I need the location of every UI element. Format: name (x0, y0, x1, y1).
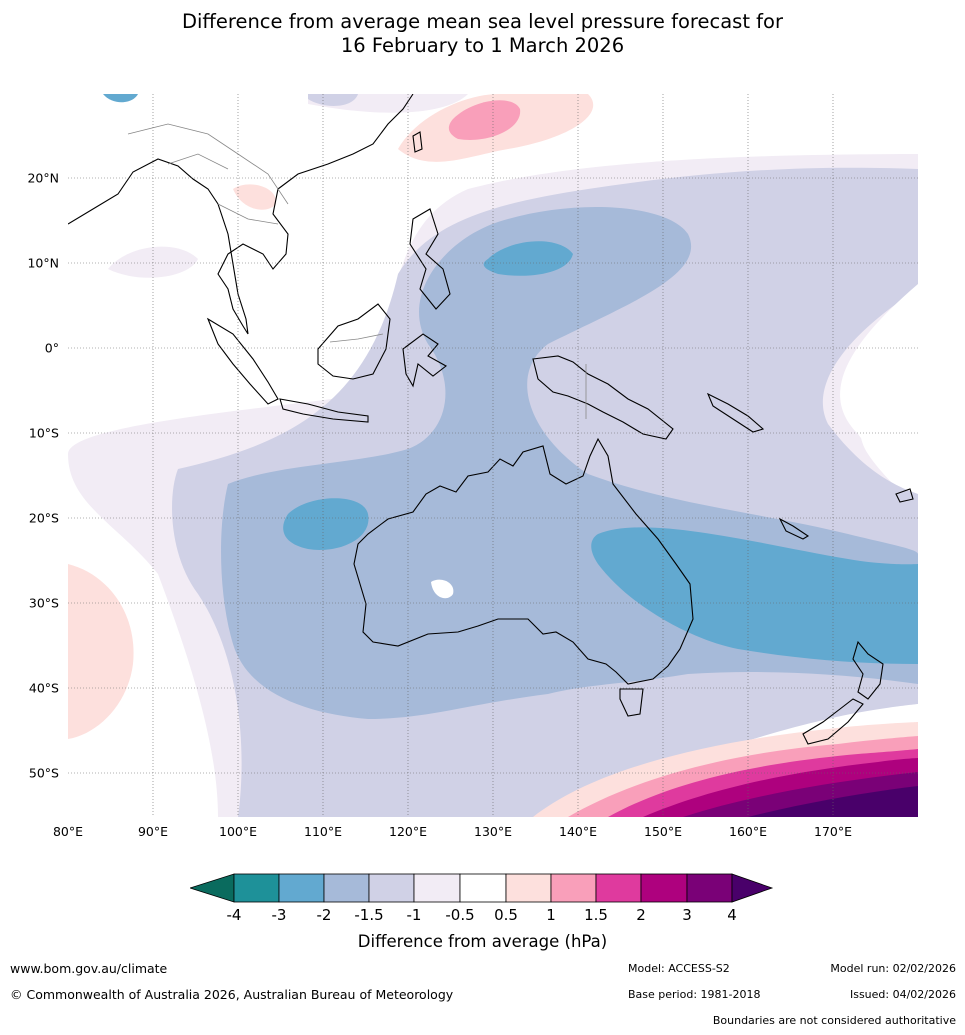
lat-label-40s: 40°S (28, 680, 59, 696)
colorbar-bin-neutral (459, 873, 507, 903)
lon-label-80e: 80°E (52, 824, 84, 839)
colorbar-extend-low (190, 873, 235, 903)
lat-label-10n: 10°N (27, 255, 59, 271)
colorbar-tick: 4 (727, 906, 737, 924)
coastline-tasmania (619, 688, 644, 717)
colorbar-tick: -1.5 (354, 906, 384, 924)
lon-label-150e: 150°E (643, 824, 683, 839)
colorbar-tick: 1.5 (584, 906, 608, 924)
colorbar-bin-neg1-5-neg1 (368, 873, 415, 903)
footer-model: Model: ACCESS-S2 (628, 962, 730, 975)
colorbar-tick: -1 (406, 906, 422, 924)
colorbar-tick: -4 (226, 906, 242, 924)
lat-label-20s: 20°S (28, 510, 59, 526)
colorbar-tick: -2 (316, 906, 332, 924)
coastline-new-guinea (532, 355, 674, 440)
coastline-solomons (706, 392, 765, 433)
neutral-patch-east (840, 284, 918, 474)
boundary-borneo (329, 333, 384, 343)
lon-label-170e: 170°E (813, 824, 853, 839)
colorbar-tick: -0.5 (445, 906, 475, 924)
footer-base-period: Base period: 1981-2018 (628, 988, 761, 1001)
coastline-java (279, 398, 369, 423)
lon-label-100e: 100°E (218, 824, 258, 839)
footer-disclaimer: Boundaries are not considered authoritat… (712, 1014, 956, 1027)
coastline-philippines (409, 208, 451, 310)
lon-label-120e: 120°E (388, 824, 428, 839)
colorbar-bin-1-1-5 (550, 873, 597, 903)
footer-issued: Issued: 04/02/2026 (849, 988, 956, 1001)
lat-label-10s: 10°S (28, 425, 59, 441)
colorbar-bin-1-5-2 (595, 873, 642, 903)
anomaly-band-plus-4 (748, 786, 918, 817)
colorbar-tick: -3 (271, 906, 287, 924)
colorbar-bin-3-4 (686, 873, 733, 903)
lat-label-50s: 50°S (28, 765, 59, 781)
colorbar-label: Difference from average (hPa) (357, 932, 608, 951)
colorbar-tick: 3 (682, 906, 692, 924)
colorbar-bin-2-3 (640, 873, 688, 903)
lon-label-110e: 110°E (303, 824, 343, 839)
title-line-2: 16 February to 1 March 2026 (340, 34, 625, 57)
coastline-new-zealand-south (802, 698, 864, 745)
colorbar-tick: 2 (636, 906, 646, 924)
footer-copyright: © Commonwealth of Australia 2026, Austra… (10, 987, 454, 1002)
coastline-new-zealand-north (852, 640, 884, 700)
lat-label-30s: 30°S (28, 595, 59, 611)
lon-label-90e: 90°E (137, 824, 169, 839)
colorbar (190, 873, 774, 903)
lon-label-160e: 160°E (728, 824, 768, 839)
coastline-sumatra (206, 317, 279, 405)
colorbar-extend-high (731, 873, 774, 903)
coastline-sulawesi (402, 333, 447, 388)
coastline-new-caledonia (778, 517, 810, 540)
lat-label-0: 0° (44, 340, 59, 356)
neutral-patch-interior (431, 579, 454, 599)
political-boundaries (127, 123, 587, 419)
coastlines (68, 94, 914, 745)
coastline-asia-mainland (68, 94, 414, 335)
colorbar-bin-0-5-1 (505, 873, 552, 903)
coastline-borneo (317, 303, 391, 380)
lon-label-140e: 140°E (558, 824, 598, 839)
anomaly-band-minus-3 (103, 94, 918, 664)
coastline-fiji (895, 488, 914, 503)
lon-label-130e: 130°E (473, 824, 513, 839)
colorbar-tick: 1 (546, 906, 556, 924)
colorbar-bin-neg3-neg2 (278, 873, 325, 903)
coastline-taiwan (412, 131, 423, 153)
colorbar-bin-neg4-neg3 (233, 873, 280, 903)
colorbar-bin-neg2-neg1-5 (323, 873, 370, 903)
title-line-1: Difference from average mean sea level p… (182, 10, 783, 33)
boundary-asia-interior (127, 123, 289, 225)
colorbar-tick: 0.5 (494, 906, 518, 924)
colorbar-bin-neg1-neg0-5 (413, 873, 461, 903)
coastline-australia (353, 437, 694, 685)
footer-model-run: Model run: 02/02/2026 (830, 962, 956, 975)
graticule (68, 94, 918, 817)
footer-url[interactable]: www.bom.gov.au/climate (10, 961, 168, 976)
map-title: Difference from average mean sea level p… (0, 10, 965, 58)
pressure-anomaly-map (68, 94, 918, 817)
lat-label-20n: 20°N (27, 170, 59, 186)
